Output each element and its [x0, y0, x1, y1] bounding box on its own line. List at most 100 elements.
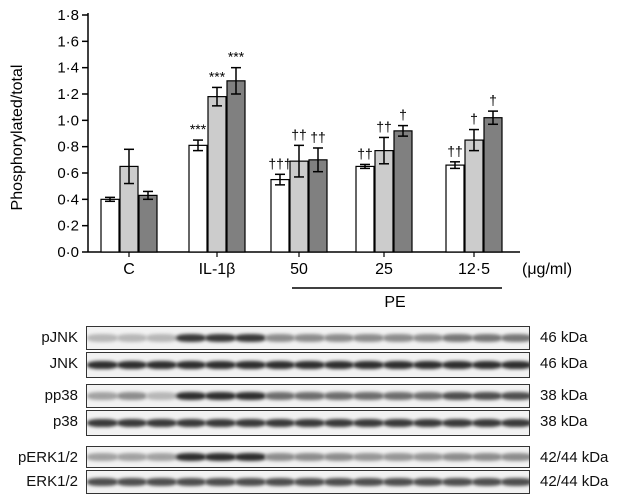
bar: [374, 150, 394, 253]
blot-label: pERK1/2: [17, 449, 78, 466]
blot-band: [353, 334, 384, 342]
blot-band: [146, 392, 177, 400]
blot-band: [501, 392, 529, 400]
blot-band: [146, 453, 177, 461]
blot-band: [471, 392, 503, 400]
blot-band: [175, 360, 207, 370]
blot-band: [383, 334, 414, 342]
blot-band: [501, 478, 529, 486]
blot-band: [323, 418, 355, 428]
blot-band: [235, 334, 266, 342]
blot-label: p38: [52, 413, 78, 430]
bar: [226, 80, 246, 253]
blot-band: [442, 478, 473, 486]
blot-band: [264, 418, 296, 428]
y-tick-label: 1·0: [57, 112, 79, 129]
significance-label: †††: [268, 155, 291, 171]
blot-label: JNK: [49, 355, 78, 372]
blot-band: [87, 453, 118, 461]
blot-band: [501, 360, 529, 370]
blot-band: [146, 334, 177, 342]
blot-kda-label: 46 kDa: [540, 355, 588, 372]
significance-label: ***: [228, 49, 245, 65]
blot-label: pp38: [44, 387, 78, 404]
bar: [308, 159, 328, 253]
blot-band: [383, 392, 414, 400]
blot-band: [264, 453, 296, 461]
y-tick-label: 1·6: [57, 33, 79, 50]
blot-band: [294, 360, 325, 370]
blot-kda-label: 42/44 kDa: [540, 473, 609, 490]
blot-band: [87, 360, 118, 370]
blot-band: [264, 478, 296, 486]
blot-band: [175, 418, 207, 428]
blot-band: [235, 392, 266, 400]
y-tick-label: 1·8: [57, 7, 79, 24]
blot-band: [471, 418, 503, 428]
blot-band: [175, 453, 207, 461]
y-tick-label: 1·2: [57, 86, 79, 103]
bar: [355, 165, 375, 253]
blot-band: [442, 360, 473, 370]
blot-band: [383, 478, 414, 486]
bar: [100, 198, 120, 253]
blot-band: [205, 334, 236, 342]
blot-band: [442, 392, 473, 400]
blot-band: [323, 478, 355, 486]
blot-band: [442, 453, 473, 461]
bar: [138, 194, 158, 253]
blot-band: [323, 334, 355, 342]
blot-band: [353, 418, 384, 428]
blot-band: [264, 392, 296, 400]
blot-band: [383, 453, 414, 461]
blot-band: [116, 453, 148, 461]
bar: [207, 96, 227, 253]
blot-band: [264, 334, 296, 342]
blot-band: [383, 418, 414, 428]
y-tick-label: 0·2: [57, 218, 79, 235]
blot-kda-label: 46 kDa: [540, 329, 588, 346]
y-tick-label: 1·4: [57, 60, 79, 77]
blot-band: [205, 453, 236, 461]
blot-kda-label: 42/44 kDa: [540, 449, 609, 466]
blot-band: [175, 392, 207, 400]
blot-band: [87, 392, 118, 400]
blot-band: [264, 360, 296, 370]
blot-band: [501, 453, 529, 461]
significance-label: ††: [291, 126, 307, 142]
blot-band: [235, 418, 266, 428]
bar: [270, 178, 290, 253]
y-tick-label: 0·0: [57, 244, 79, 261]
blot-band: [501, 418, 529, 428]
blot-band: [205, 360, 236, 370]
blot-strip: [86, 326, 530, 350]
blot-label: ERK1/2: [26, 473, 78, 490]
y-tick-label: 0·8: [57, 139, 79, 156]
blot-band: [116, 334, 148, 342]
blot-band: [471, 453, 503, 461]
blot-kda-label: 38 kDa: [540, 413, 588, 430]
blot-band: [442, 418, 473, 428]
blot-band: [205, 478, 236, 486]
blot-band: [116, 392, 148, 400]
western-blot-panel: pJNK 46 kDa JNK 46 kDa pp38 38 kDa p38 38 kDa pE…: [0, 318, 628, 497]
blot-band: [353, 360, 384, 370]
blot-band: [146, 478, 177, 486]
y-tick-label: 0·4: [57, 191, 79, 208]
blot-strip: [86, 352, 530, 378]
blot-band: [205, 418, 236, 428]
blot-band: [294, 392, 325, 400]
category-label: 25: [375, 261, 393, 278]
blot-strip: [86, 470, 530, 494]
significance-label: ††: [357, 145, 373, 161]
category-label: C: [123, 261, 135, 278]
bar: [445, 164, 465, 253]
blot-band: [353, 478, 384, 486]
bar: [483, 117, 503, 253]
y-axis-label: Phosphorylated/total: [9, 65, 26, 211]
bar-chart: 0·0 0·2 0·4 0·6 0·8 1·0 1·2 1·4 1·6 1·8 Phosphoryl…: [9, 7, 572, 311]
blot-band: [294, 334, 325, 342]
significance-label: †: [399, 107, 407, 123]
blot-band: [205, 392, 236, 400]
blot-strip: [86, 446, 530, 468]
